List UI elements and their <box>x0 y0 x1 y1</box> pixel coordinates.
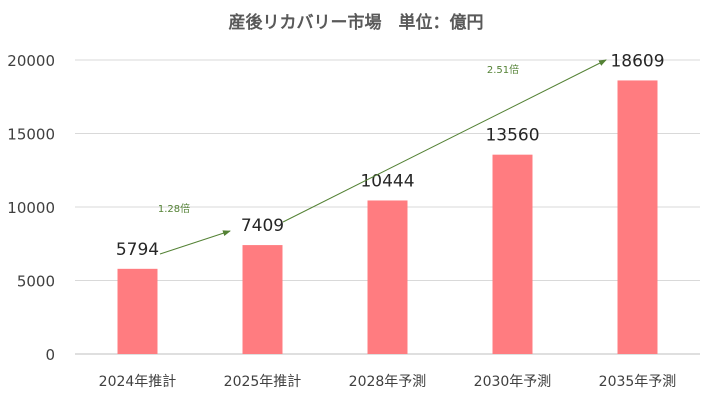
y-tick-label: 15000 <box>7 126 55 144</box>
x-tick-label: 2030年予測 <box>474 374 552 390</box>
growth-label: 1.28倍 <box>158 202 190 215</box>
growth-label: 2.51倍 <box>487 63 519 76</box>
growth-arrow <box>282 59 607 223</box>
x-tick-label: 2025年推計 <box>224 374 302 390</box>
chart-title: 産後リカバリー市場 単位：億円 <box>229 12 484 33</box>
y-tick-label: 5000 <box>17 273 55 291</box>
bar <box>617 80 658 355</box>
data-label: 13560 <box>485 126 539 146</box>
bar <box>117 268 158 354</box>
x-tick-label: 2035年予測 <box>599 374 677 390</box>
y-tick-label: 20000 <box>7 52 55 70</box>
bar <box>242 245 283 354</box>
bar <box>367 200 408 354</box>
data-label: 7409 <box>241 216 284 236</box>
bar <box>492 154 533 354</box>
data-label: 18609 <box>610 51 664 71</box>
data-label: 5794 <box>116 240 159 260</box>
x-tick-label: 2024年推計 <box>99 374 177 390</box>
y-tick-label: 0 <box>45 346 55 364</box>
x-tick-label: 2028年予測 <box>349 374 427 390</box>
y-tick-label: 10000 <box>7 199 55 217</box>
growth-arrow <box>159 230 231 255</box>
data-label: 10444 <box>360 171 414 191</box>
